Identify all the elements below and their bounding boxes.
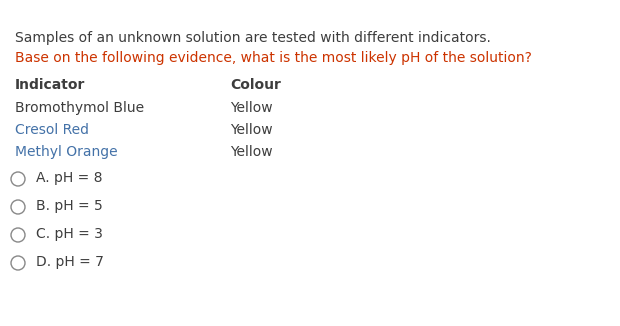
Text: D. pH = 7: D. pH = 7 bbox=[36, 255, 104, 269]
Text: Samples of an unknown solution are tested with different indicators.: Samples of an unknown solution are teste… bbox=[15, 31, 491, 45]
Text: Yellow: Yellow bbox=[230, 145, 273, 159]
Text: Yellow: Yellow bbox=[230, 101, 273, 115]
Text: B. pH = 5: B. pH = 5 bbox=[36, 199, 103, 213]
Text: A. pH = 8: A. pH = 8 bbox=[36, 171, 102, 185]
Text: Yellow: Yellow bbox=[230, 123, 273, 137]
Text: Bromothymol Blue: Bromothymol Blue bbox=[15, 101, 144, 115]
Text: Methyl Orange: Methyl Orange bbox=[15, 145, 118, 159]
Text: Base on the following evidence, what is the most likely pH of the solution?: Base on the following evidence, what is … bbox=[15, 51, 532, 65]
Text: Indicator: Indicator bbox=[15, 78, 86, 92]
Text: Colour: Colour bbox=[230, 78, 281, 92]
Text: C. pH = 3: C. pH = 3 bbox=[36, 227, 103, 241]
Text: Cresol Red: Cresol Red bbox=[15, 123, 89, 137]
